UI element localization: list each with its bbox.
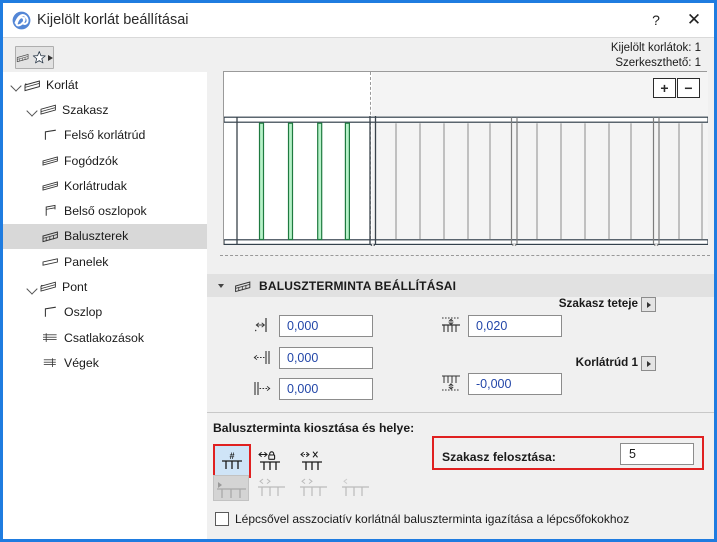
svg-text:#: # bbox=[229, 451, 234, 461]
